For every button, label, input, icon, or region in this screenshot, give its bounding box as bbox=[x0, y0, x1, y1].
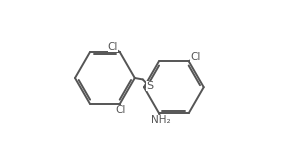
Text: NH₂: NH₂ bbox=[151, 115, 171, 125]
Text: Cl: Cl bbox=[108, 42, 118, 52]
Text: S: S bbox=[146, 81, 153, 91]
Text: Cl: Cl bbox=[116, 105, 126, 115]
Text: Cl: Cl bbox=[191, 52, 201, 62]
